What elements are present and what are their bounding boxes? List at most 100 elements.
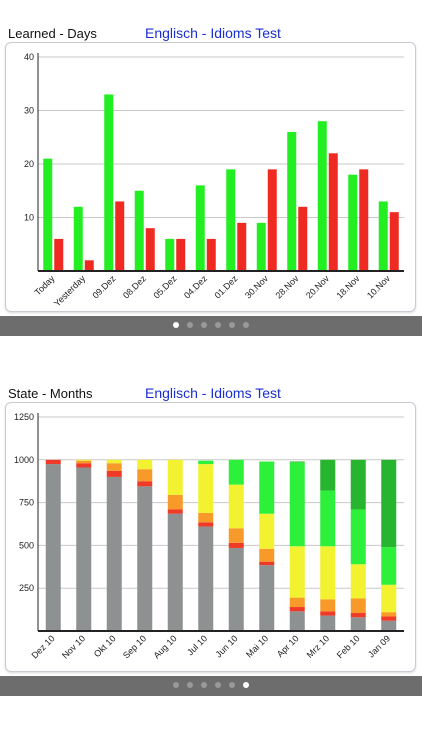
chart2-bar-segment: [350, 564, 366, 599]
chart1-bar: [256, 222, 266, 271]
chart1-header: Learned - Days Englisch - Idioms Test: [0, 22, 422, 46]
chart2-bar-segment: [167, 494, 183, 510]
chart2-xtick-label: Jan 09: [366, 633, 392, 659]
page-dot[interactable]: [215, 322, 221, 328]
chart2-bar-segment: [320, 459, 336, 491]
page-dot[interactable]: [215, 682, 221, 688]
page-indicator[interactable]: [0, 682, 422, 688]
chart1-bar: [287, 131, 297, 271]
chart1-card: 10 20 30 40 Today Yesterday 09.Dez 08.Dez 05.Dez…: [5, 42, 416, 312]
chart1-bar: [176, 238, 186, 271]
chart1-xtick-label: 04.Dez: [182, 273, 210, 301]
chart2-xtick-label: Dez 10: [29, 633, 56, 660]
chart2-ytick-label: 1000: [14, 455, 34, 465]
chart2-bar-segment: [259, 565, 275, 631]
chart2-bar-segment: [259, 561, 275, 566]
chart1-bar: [226, 169, 236, 271]
chart2-bar-segment: [167, 513, 183, 631]
chart2-bar-segment: [228, 528, 244, 543]
chart1-bar: [134, 190, 144, 271]
page-indicator[interactable]: [0, 322, 422, 328]
chart2-xtick-label: Okt 10: [92, 633, 118, 659]
chart1-xtick-label: 01.Dez: [212, 273, 240, 301]
chart1-xtick-label: Yesterday: [52, 273, 87, 308]
page-dot[interactable]: [187, 322, 193, 328]
chart2-bar-segment: [381, 584, 397, 613]
chart1-bar: [73, 206, 83, 271]
chart1-bar: [165, 238, 175, 271]
chart1-bar: [84, 260, 94, 271]
chart1-bar: [43, 158, 53, 271]
chart2-bar-segment: [76, 460, 92, 464]
page-dot-active[interactable]: [173, 322, 179, 328]
chart1-ytick-label: 40: [24, 52, 34, 62]
chart1-pager[interactable]: [0, 316, 422, 336]
chart2-xtick-label: Feb 10: [335, 633, 362, 660]
chart1-xtick-label: 10.Nov: [365, 273, 393, 301]
chart2-bar-segment: [289, 462, 305, 547]
chart2-bar-segment: [381, 459, 397, 548]
chart1-bar: [378, 201, 388, 271]
chart2-bar-segment: [198, 464, 214, 513]
chart2-card: 250 500 750 1000 1250 Dez 10 Nov 10 Okt 10 Sep 1…: [5, 402, 416, 672]
chart1-xtick-label: 20.Nov: [304, 273, 332, 301]
chart1-xtick-label: 28.Nov: [273, 273, 301, 301]
chart2-bar-segment: [228, 547, 244, 631]
chart2-bar-segment: [289, 461, 305, 463]
chart2-bar-segment: [320, 546, 336, 600]
page-dot[interactable]: [173, 682, 179, 688]
chart2-bar-segment: [137, 481, 153, 487]
chart1-bar: [195, 185, 205, 271]
chart2-xtick-label: Sep 10: [121, 633, 148, 660]
chart2-bar-segment: [289, 546, 305, 598]
chart2-bar-segment: [320, 599, 336, 612]
page-dot[interactable]: [229, 322, 235, 328]
chart2-xtick-label: Aug 10: [151, 633, 178, 660]
page-dot[interactable]: [201, 322, 207, 328]
page-dot[interactable]: [201, 682, 207, 688]
page-dot-active[interactable]: [243, 682, 249, 688]
chart2-bar-segment: [137, 469, 153, 482]
chart2-bar-segment: [259, 548, 275, 562]
chart1-xtick-label: Today: [33, 273, 57, 297]
chart2-bar-segment: [320, 611, 336, 616]
chart2-mode-label: State - Months: [8, 386, 93, 401]
chart1-xtick-label: 30.Nov: [243, 273, 271, 301]
chart2-bar-segment: [45, 459, 61, 465]
chart2-ytick-label: 750: [19, 498, 34, 508]
chart1-bar: [359, 169, 369, 271]
chart2-ytick-label: 250: [19, 583, 34, 593]
chart2-ytick-label: 500: [19, 540, 34, 550]
chart2-bar-segment: [137, 459, 153, 470]
chart2-bar-segment: [350, 598, 366, 614]
chart2-bar-segment: [320, 615, 336, 631]
chart2-header: State - Months Englisch - Idioms Test: [0, 382, 422, 406]
chart2-bar-segment: [320, 490, 336, 547]
page-dot[interactable]: [229, 682, 235, 688]
chart2-bar-segment: [106, 463, 122, 471]
chart2-bar-segment: [381, 620, 397, 631]
chart2-pager[interactable]: [0, 676, 422, 696]
chart2-bar-segment: [198, 522, 214, 527]
chart1-xtick-label: 09.Dez: [90, 273, 118, 301]
chart1-deck-title: Englisch - Idioms Test: [145, 25, 281, 41]
page-dot[interactable]: [187, 682, 193, 688]
chart2-bar-segment: [228, 459, 244, 485]
chart1-xtick-label: 05.Dez: [151, 273, 179, 301]
chart1-bar: [206, 238, 216, 271]
chart2-bar-segment: [76, 467, 92, 631]
page-dot[interactable]: [243, 322, 249, 328]
chart1-xtick-label: 18.Nov: [334, 273, 362, 301]
chart1-bar: [317, 121, 327, 271]
chart2-bar-segment: [167, 509, 183, 514]
chart1-ytick-label: 10: [24, 213, 34, 223]
chart1-bar: [348, 174, 358, 271]
chart2-xtick-label: Jul 10: [185, 633, 209, 657]
chart1-bar: [267, 169, 277, 271]
chart1-bar: [328, 153, 338, 271]
chart2-bar-segment: [106, 459, 122, 464]
chart2-bar-segment: [259, 513, 275, 549]
chart2-bar-segment: [289, 607, 305, 612]
chart2-bar-segment: [198, 512, 214, 523]
